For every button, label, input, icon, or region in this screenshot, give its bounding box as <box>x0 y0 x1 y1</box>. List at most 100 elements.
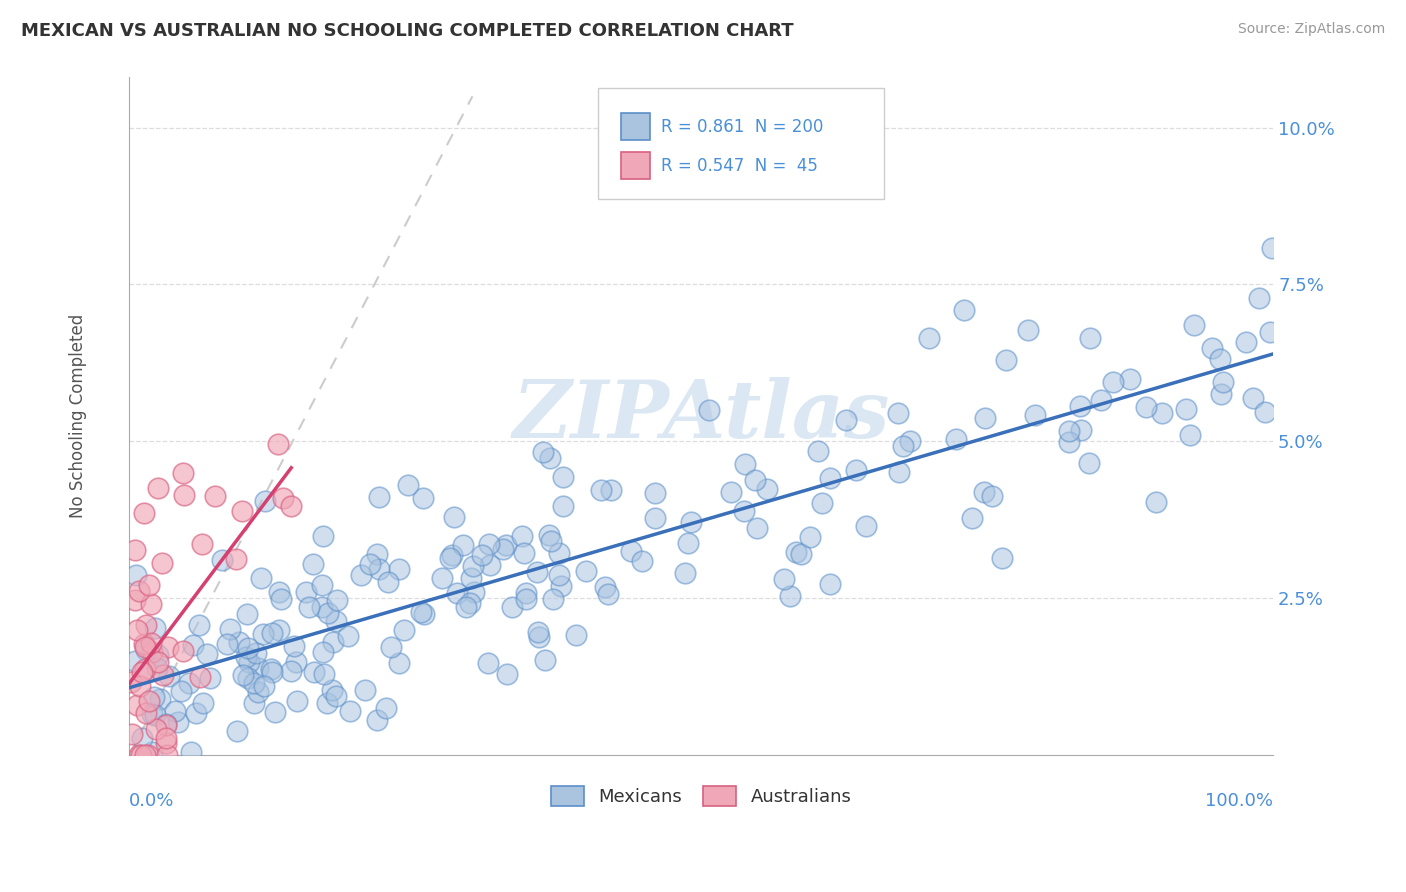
Point <box>149 692 172 706</box>
Point <box>262 625 284 640</box>
Point <box>191 696 214 710</box>
Point <box>172 466 194 480</box>
Point <box>142 690 165 705</box>
FancyBboxPatch shape <box>621 152 650 179</box>
Point <box>131 731 153 745</box>
Point <box>945 432 967 446</box>
Point <box>146 482 169 496</box>
Point <box>180 745 202 759</box>
Point <box>139 597 162 611</box>
Point <box>271 491 294 505</box>
Point <box>380 640 402 654</box>
Point <box>893 440 915 454</box>
Point <box>375 700 398 714</box>
Point <box>1209 352 1232 367</box>
FancyBboxPatch shape <box>621 113 650 140</box>
Point <box>267 437 290 451</box>
Point <box>253 494 276 508</box>
Point <box>235 650 257 665</box>
Point <box>155 717 177 731</box>
Point <box>270 591 292 606</box>
Point <box>155 731 177 745</box>
Point <box>785 545 807 559</box>
Point <box>550 579 572 593</box>
Text: 100.0%: 100.0% <box>1205 792 1274 810</box>
Point <box>190 670 212 684</box>
Point <box>283 640 305 654</box>
Point <box>141 706 163 721</box>
Point <box>136 747 159 762</box>
Point <box>232 668 254 682</box>
Point <box>478 536 501 550</box>
Point <box>354 683 377 698</box>
Point <box>889 465 911 479</box>
Point <box>236 641 259 656</box>
Point <box>132 506 155 520</box>
Point <box>267 584 290 599</box>
Point <box>496 667 519 681</box>
Point <box>316 607 339 621</box>
Point <box>790 547 813 561</box>
Point <box>120 675 142 690</box>
Point <box>492 541 515 556</box>
Point <box>366 713 388 727</box>
Point <box>620 544 643 558</box>
Point <box>1212 375 1234 389</box>
Point <box>125 567 148 582</box>
Point <box>392 623 415 637</box>
Point <box>294 584 316 599</box>
Point <box>238 655 260 669</box>
Point <box>527 624 550 639</box>
Point <box>124 543 146 558</box>
Point <box>510 528 533 542</box>
Point <box>236 607 259 622</box>
Point <box>184 706 207 720</box>
Point <box>172 644 194 658</box>
Point <box>260 662 283 676</box>
Point <box>1258 325 1281 339</box>
Point <box>243 696 266 710</box>
Point <box>478 558 501 572</box>
Point <box>145 723 167 737</box>
Point <box>547 567 569 582</box>
Point <box>1017 323 1039 337</box>
Point <box>593 581 616 595</box>
Point <box>413 607 436 622</box>
Point <box>134 640 156 654</box>
Point <box>953 302 976 317</box>
Text: R = 0.861  N = 200: R = 0.861 N = 200 <box>661 118 824 136</box>
Point <box>301 558 323 572</box>
Point <box>512 546 534 560</box>
Point <box>280 499 302 513</box>
Point <box>673 566 696 581</box>
Point <box>1069 399 1091 413</box>
Point <box>252 627 274 641</box>
Point <box>195 648 218 662</box>
Point <box>129 747 152 762</box>
Point <box>388 656 411 670</box>
Point <box>141 745 163 759</box>
Point <box>756 482 779 496</box>
Point <box>526 565 548 579</box>
Point <box>441 548 464 562</box>
Point <box>312 645 335 659</box>
Point <box>1249 291 1271 305</box>
Point <box>215 637 238 651</box>
Point <box>454 599 477 614</box>
Point <box>211 553 233 567</box>
Point <box>720 484 742 499</box>
Point <box>1102 375 1125 389</box>
Point <box>733 504 755 518</box>
Point <box>460 571 482 585</box>
Point <box>1144 494 1167 508</box>
Point <box>565 627 588 641</box>
Point <box>181 638 204 652</box>
Point <box>820 471 842 485</box>
Point <box>1234 335 1257 350</box>
Point <box>250 571 273 585</box>
Point <box>1135 400 1157 414</box>
Point <box>745 521 768 535</box>
Point <box>432 571 454 585</box>
Point <box>515 591 537 606</box>
Point <box>284 656 307 670</box>
